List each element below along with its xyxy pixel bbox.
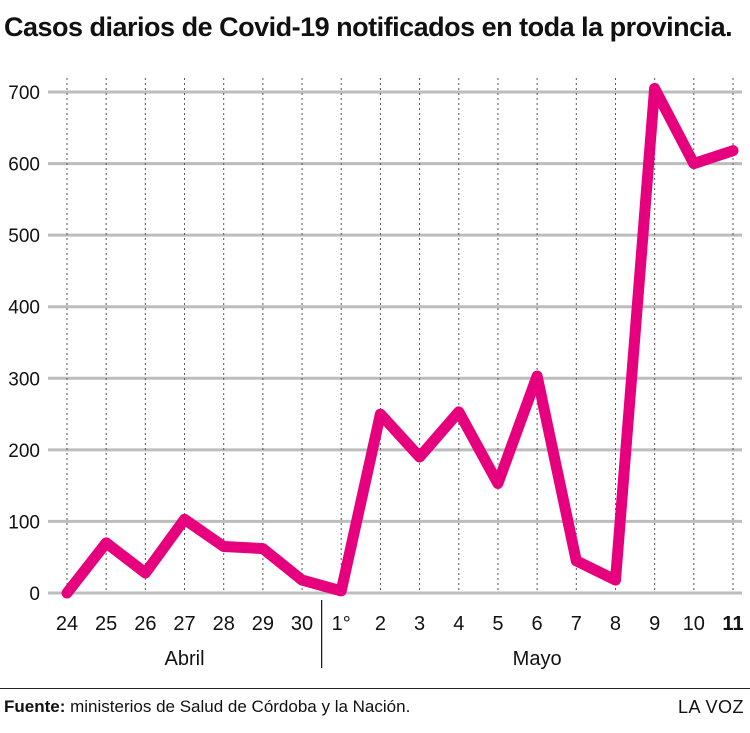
x-tick-label: 28 xyxy=(213,613,235,635)
y-tick-label: 100 xyxy=(8,512,40,533)
x-tick-label: 26 xyxy=(134,613,156,635)
data-point xyxy=(105,541,108,544)
x-tick-label: 10 xyxy=(683,613,705,635)
series-line-0 xyxy=(61,82,739,599)
y-tick-label: 200 xyxy=(8,441,40,462)
x-tick-label: 5 xyxy=(492,613,503,635)
x-tick-label: 3 xyxy=(414,613,425,635)
data-point xyxy=(261,547,264,550)
source-note: Fuente: ministerios de Salud de Córdoba … xyxy=(4,697,410,717)
x-tick-label: 9 xyxy=(649,613,660,635)
data-point xyxy=(144,571,147,574)
data-point xyxy=(575,559,578,562)
data-point xyxy=(183,518,186,521)
chart-title: Casos diarios de Covid-19 notificados en… xyxy=(4,12,733,42)
data-point xyxy=(653,87,656,90)
y-tick-label: 400 xyxy=(8,298,40,319)
x-tick-label: 24 xyxy=(56,613,78,635)
data-point xyxy=(732,149,734,152)
data-point xyxy=(496,482,499,485)
data-point xyxy=(457,410,460,413)
data-point xyxy=(379,413,382,416)
series-layer xyxy=(61,82,739,599)
y-tick-label: 0 xyxy=(29,584,40,605)
x-tick-label: 4 xyxy=(453,613,464,635)
data-point xyxy=(340,589,343,592)
month-label: Mayo xyxy=(513,648,562,670)
x-tick-label: 27 xyxy=(173,613,195,635)
month-groups: Abril Mayo xyxy=(165,600,562,670)
y-tick-label: 500 xyxy=(8,226,40,247)
source-text: ministerios de Salud de Córdoba y la Nac… xyxy=(65,697,411,716)
data-point xyxy=(692,162,695,165)
data-point xyxy=(222,545,225,548)
x-tick-label: 25 xyxy=(95,613,117,635)
source-label: Fuente: xyxy=(4,697,66,716)
x-tick-label: 8 xyxy=(610,613,621,635)
y-tick-label: 700 xyxy=(8,83,40,104)
y-axis-labels: 0 100 200 300 400 500 600 700 xyxy=(8,83,40,605)
x-tick-label: 1° xyxy=(332,613,351,635)
x-tick-label: 30 xyxy=(291,613,313,635)
x-tick-label: 2 xyxy=(375,613,386,635)
x-tick-label: 6 xyxy=(532,613,543,635)
x-axis-labels: 24 25 26 27 28 29 30 1° 2 3 4 5 6 7 8 9 10 11 xyxy=(56,613,744,635)
data-point xyxy=(614,579,617,582)
gridlines xyxy=(48,78,742,595)
x-tick-label: 7 xyxy=(571,613,582,635)
brand-logo: LA VOZ xyxy=(677,697,744,717)
y-tick-label: 600 xyxy=(8,155,40,176)
x-tick-label: 29 xyxy=(252,613,274,635)
data-point xyxy=(301,579,304,582)
data-point xyxy=(536,375,539,378)
month-label: Abril xyxy=(165,648,205,670)
data-point xyxy=(66,592,68,594)
data-point xyxy=(418,456,421,459)
y-tick-label: 300 xyxy=(8,369,40,390)
x-tick-label: 11 xyxy=(722,613,743,635)
footer-divider xyxy=(0,688,750,689)
